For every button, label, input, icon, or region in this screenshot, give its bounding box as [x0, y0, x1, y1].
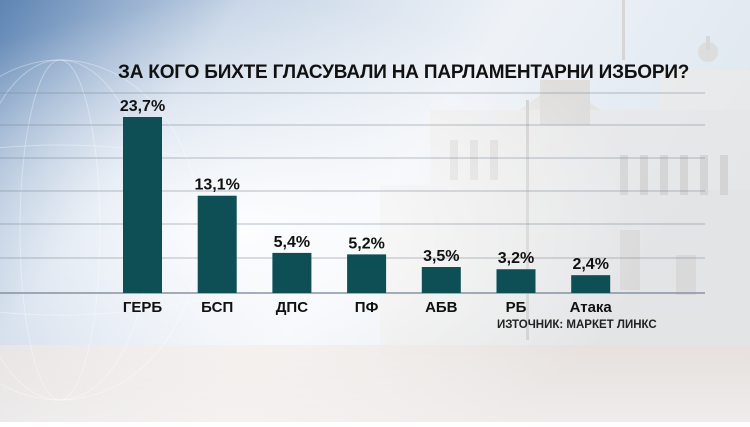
data-label: 2,4%	[572, 256, 608, 273]
value-labels: 23,7% 13,1% 5,4% 5,2% 3,5% 3,2% 2,4%	[120, 98, 609, 273]
data-label: 3,5%	[423, 248, 459, 265]
category-label: ГЕРБ	[123, 299, 163, 316]
data-label: 3,2%	[498, 250, 534, 267]
bar-4	[347, 254, 387, 293]
category-label: АБВ	[425, 299, 458, 316]
category-label: Атака	[570, 299, 613, 316]
category-label: БСП	[201, 299, 233, 316]
category-label: ДПС	[276, 299, 308, 316]
data-label: 23,7%	[120, 98, 165, 115]
bar-2	[197, 195, 237, 293]
category-label: РБ	[506, 299, 527, 316]
category-labels: ГЕРБ БСП ДПС ПФ АБВ РБ Атака	[123, 299, 613, 316]
data-label: 13,1%	[195, 177, 240, 194]
bar-5	[421, 267, 461, 293]
category-label: ПФ	[355, 299, 379, 316]
chart-title: ЗА КОГО БИХТЕ ГЛАСУВАЛИ НА ПАРЛАМЕНТАРНИ…	[118, 62, 690, 83]
bar-1	[123, 117, 162, 293]
data-label: 5,2%	[348, 235, 384, 252]
bar-3	[272, 252, 312, 293]
source-label: ИЗТОЧНИК: МАРКЕТ ЛИНКС	[497, 319, 657, 331]
bar-6	[496, 269, 536, 293]
bars	[123, 117, 611, 293]
data-label: 5,4%	[274, 234, 310, 251]
bar-7	[571, 275, 611, 293]
